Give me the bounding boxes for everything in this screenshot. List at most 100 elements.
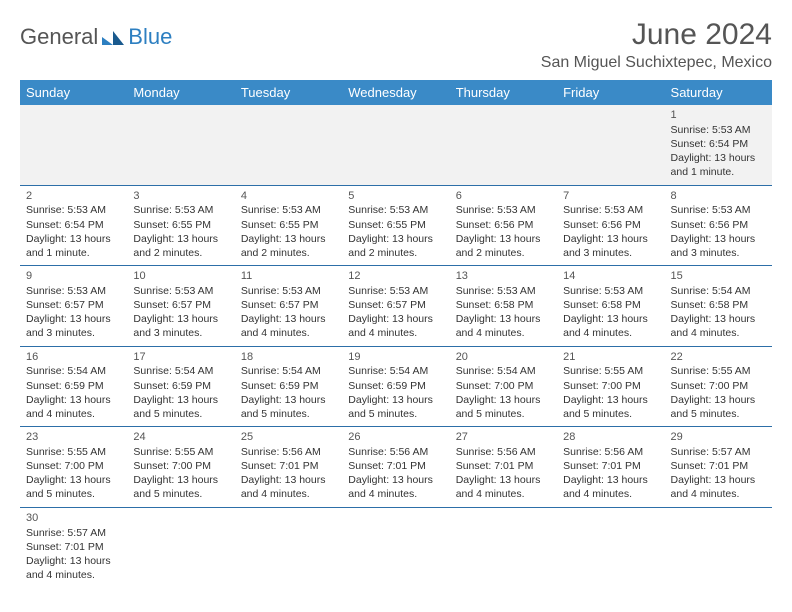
day-cell: 29Sunrise: 5:57 AMSunset: 7:01 PMDayligh…: [665, 427, 772, 508]
day-cell: 13Sunrise: 5:53 AMSunset: 6:58 PMDayligh…: [450, 266, 557, 347]
daylight-text: Daylight: 13 hours and 3 minutes.: [26, 312, 121, 340]
day-number: 22: [671, 350, 766, 365]
daylight-text: Daylight: 13 hours and 1 minute.: [26, 232, 121, 260]
day-number: 17: [133, 350, 228, 365]
daylight-text: Daylight: 13 hours and 4 minutes.: [26, 554, 121, 582]
daylight-text: Daylight: 13 hours and 5 minutes.: [671, 393, 766, 421]
day-number: 3: [133, 189, 228, 204]
day-cell: 25Sunrise: 5:56 AMSunset: 7:01 PMDayligh…: [235, 427, 342, 508]
day-number: 10: [133, 269, 228, 284]
day-number: 13: [456, 269, 551, 284]
title-block: June 2024 San Miguel Suchixtepec, Mexico: [541, 18, 772, 72]
daylight-text: Daylight: 13 hours and 3 minutes.: [133, 312, 228, 340]
week-row: 2Sunrise: 5:53 AMSunset: 6:54 PMDaylight…: [20, 185, 772, 266]
day-cell: 23Sunrise: 5:55 AMSunset: 7:00 PMDayligh…: [20, 427, 127, 508]
sunrise-text: Sunrise: 5:55 AM: [671, 364, 766, 378]
day-number: 24: [133, 430, 228, 445]
header-row: Sunday Monday Tuesday Wednesday Thursday…: [20, 80, 772, 105]
sunset-text: Sunset: 7:01 PM: [456, 459, 551, 473]
day-cell: 7Sunrise: 5:53 AMSunset: 6:56 PMDaylight…: [557, 185, 664, 266]
sunset-text: Sunset: 7:01 PM: [241, 459, 336, 473]
day-cell: 6Sunrise: 5:53 AMSunset: 6:56 PMDaylight…: [450, 185, 557, 266]
sunrise-text: Sunrise: 5:54 AM: [671, 284, 766, 298]
sunset-text: Sunset: 6:57 PM: [241, 298, 336, 312]
col-thu: Thursday: [450, 80, 557, 105]
sunset-text: Sunset: 6:55 PM: [348, 218, 443, 232]
day-cell: 20Sunrise: 5:54 AMSunset: 7:00 PMDayligh…: [450, 346, 557, 427]
daylight-text: Daylight: 13 hours and 5 minutes.: [456, 393, 551, 421]
col-sat: Saturday: [665, 80, 772, 105]
logo: GeneralBlue: [20, 18, 172, 50]
sunset-text: Sunset: 6:56 PM: [456, 218, 551, 232]
day-cell: 27Sunrise: 5:56 AMSunset: 7:01 PMDayligh…: [450, 427, 557, 508]
daylight-text: Daylight: 13 hours and 4 minutes.: [671, 473, 766, 501]
day-number: 2: [26, 189, 121, 204]
day-cell: 26Sunrise: 5:56 AMSunset: 7:01 PMDayligh…: [342, 427, 449, 508]
day-number: 19: [348, 350, 443, 365]
sunset-text: Sunset: 6:58 PM: [671, 298, 766, 312]
sunrise-text: Sunrise: 5:53 AM: [241, 203, 336, 217]
daylight-text: Daylight: 13 hours and 5 minutes.: [241, 393, 336, 421]
day-number: 23: [26, 430, 121, 445]
day-cell: 10Sunrise: 5:53 AMSunset: 6:57 PMDayligh…: [127, 266, 234, 347]
day-number: 11: [241, 269, 336, 284]
sunset-text: Sunset: 6:58 PM: [563, 298, 658, 312]
daylight-text: Daylight: 13 hours and 5 minutes.: [26, 473, 121, 501]
day-number: 12: [348, 269, 443, 284]
sunrise-text: Sunrise: 5:56 AM: [348, 445, 443, 459]
day-cell: [342, 507, 449, 587]
day-cell: 30Sunrise: 5:57 AMSunset: 7:01 PMDayligh…: [20, 507, 127, 587]
day-cell: [450, 105, 557, 185]
daylight-text: Daylight: 13 hours and 2 minutes.: [456, 232, 551, 260]
sunrise-text: Sunrise: 5:53 AM: [241, 284, 336, 298]
day-cell: 14Sunrise: 5:53 AMSunset: 6:58 PMDayligh…: [557, 266, 664, 347]
sunset-text: Sunset: 6:58 PM: [456, 298, 551, 312]
day-number: 29: [671, 430, 766, 445]
daylight-text: Daylight: 13 hours and 3 minutes.: [563, 232, 658, 260]
day-cell: 16Sunrise: 5:54 AMSunset: 6:59 PMDayligh…: [20, 346, 127, 427]
sunset-text: Sunset: 6:59 PM: [133, 379, 228, 393]
col-tue: Tuesday: [235, 80, 342, 105]
sunrise-text: Sunrise: 5:53 AM: [348, 284, 443, 298]
sunrise-text: Sunrise: 5:55 AM: [26, 445, 121, 459]
sunset-text: Sunset: 7:00 PM: [133, 459, 228, 473]
sunrise-text: Sunrise: 5:53 AM: [563, 284, 658, 298]
logo-sail-icon: [102, 29, 124, 45]
logo-text2: Blue: [128, 24, 172, 50]
daylight-text: Daylight: 13 hours and 5 minutes.: [563, 393, 658, 421]
week-row: 16Sunrise: 5:54 AMSunset: 6:59 PMDayligh…: [20, 346, 772, 427]
day-cell: 12Sunrise: 5:53 AMSunset: 6:57 PMDayligh…: [342, 266, 449, 347]
day-cell: 2Sunrise: 5:53 AMSunset: 6:54 PMDaylight…: [20, 185, 127, 266]
week-row: 30Sunrise: 5:57 AMSunset: 7:01 PMDayligh…: [20, 507, 772, 587]
day-number: 20: [456, 350, 551, 365]
sunrise-text: Sunrise: 5:53 AM: [456, 203, 551, 217]
sunset-text: Sunset: 6:56 PM: [671, 218, 766, 232]
daylight-text: Daylight: 13 hours and 4 minutes.: [26, 393, 121, 421]
daylight-text: Daylight: 13 hours and 4 minutes.: [348, 312, 443, 340]
day-cell: 28Sunrise: 5:56 AMSunset: 7:01 PMDayligh…: [557, 427, 664, 508]
daylight-text: Daylight: 13 hours and 3 minutes.: [671, 232, 766, 260]
day-number: 21: [563, 350, 658, 365]
day-number: 7: [563, 189, 658, 204]
sunset-text: Sunset: 6:55 PM: [241, 218, 336, 232]
day-cell: 17Sunrise: 5:54 AMSunset: 6:59 PMDayligh…: [127, 346, 234, 427]
calendar-table: Sunday Monday Tuesday Wednesday Thursday…: [20, 80, 772, 587]
month-title: June 2024: [541, 18, 772, 52]
day-cell: [557, 507, 664, 587]
day-cell: [342, 105, 449, 185]
sunrise-text: Sunrise: 5:55 AM: [563, 364, 658, 378]
sunset-text: Sunset: 7:00 PM: [26, 459, 121, 473]
daylight-text: Daylight: 13 hours and 2 minutes.: [241, 232, 336, 260]
day-cell: [20, 105, 127, 185]
day-cell: 11Sunrise: 5:53 AMSunset: 6:57 PMDayligh…: [235, 266, 342, 347]
sunrise-text: Sunrise: 5:55 AM: [133, 445, 228, 459]
daylight-text: Daylight: 13 hours and 4 minutes.: [241, 473, 336, 501]
sunrise-text: Sunrise: 5:53 AM: [671, 123, 766, 137]
sunset-text: Sunset: 7:00 PM: [671, 379, 766, 393]
day-cell: [665, 507, 772, 587]
sunrise-text: Sunrise: 5:54 AM: [241, 364, 336, 378]
sunrise-text: Sunrise: 5:53 AM: [671, 203, 766, 217]
sunrise-text: Sunrise: 5:56 AM: [563, 445, 658, 459]
day-cell: 18Sunrise: 5:54 AMSunset: 6:59 PMDayligh…: [235, 346, 342, 427]
sunset-text: Sunset: 6:56 PM: [563, 218, 658, 232]
